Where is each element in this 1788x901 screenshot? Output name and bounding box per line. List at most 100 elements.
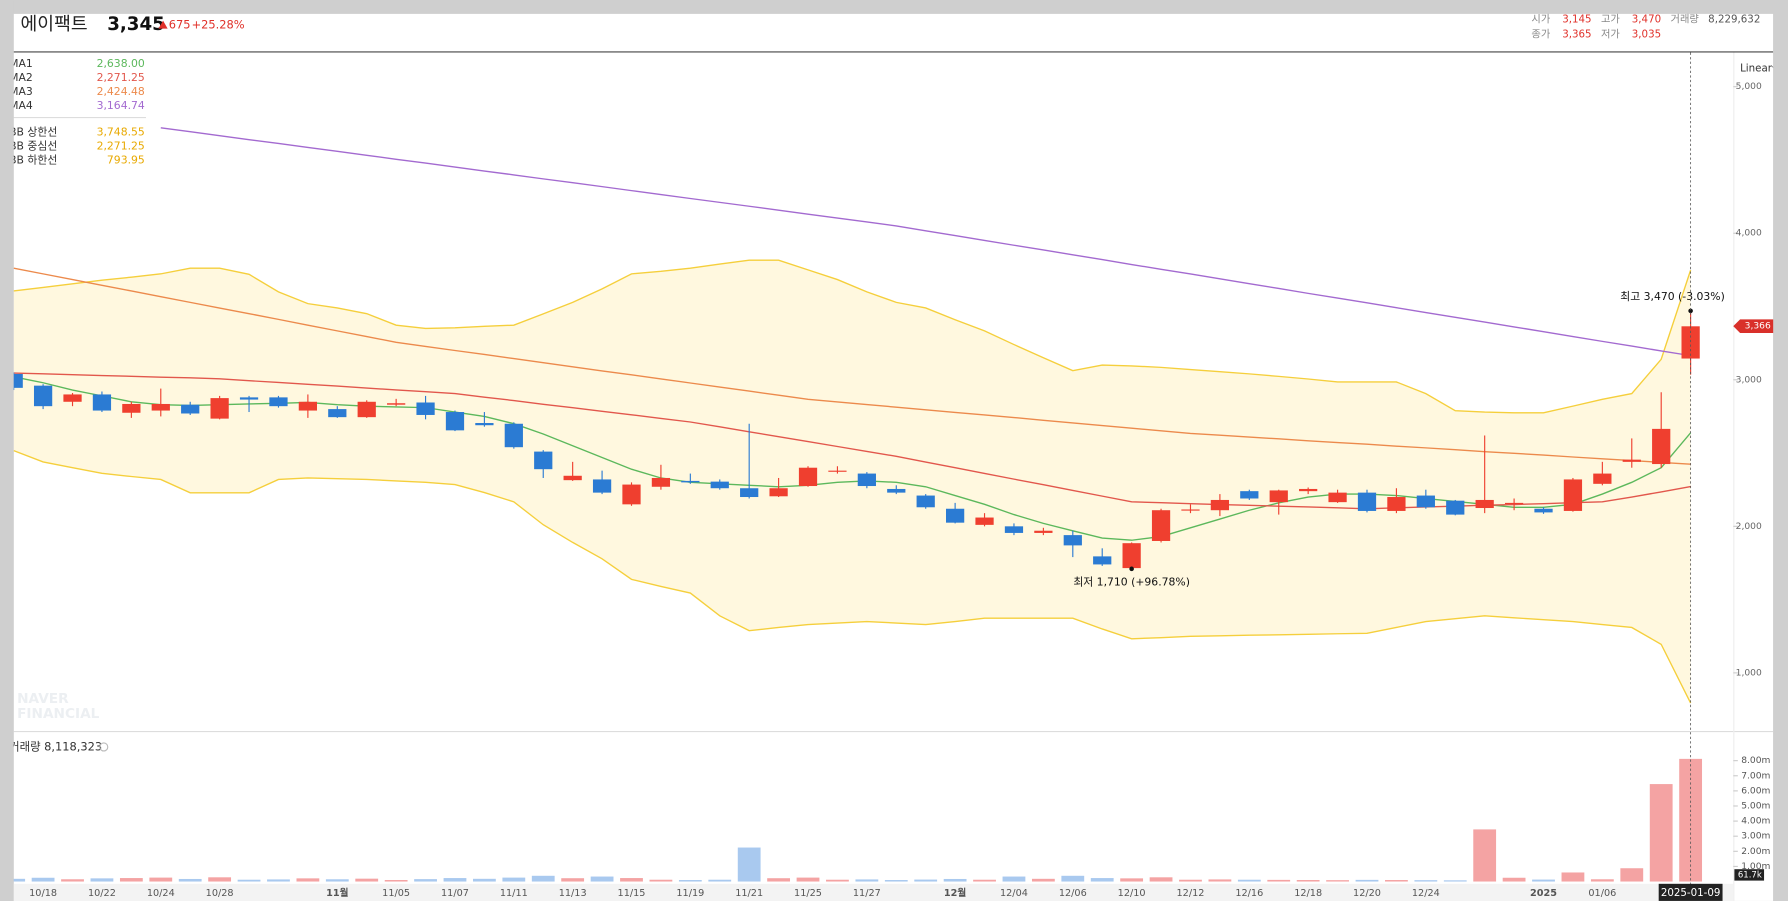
x-tick-label: 12/18	[1294, 888, 1322, 899]
candle-body	[740, 488, 759, 498]
volume-marker-label: 61.7k	[1738, 870, 1762, 880]
bb-lower	[13, 449, 1692, 704]
volume-bar	[1002, 876, 1026, 882]
volume-tick-label: 2.00m	[1741, 847, 1770, 857]
candle-body	[1063, 535, 1082, 546]
x-tick-label: 11/25	[794, 888, 822, 899]
low-dot	[1129, 566, 1134, 572]
candle-body	[504, 423, 523, 448]
candle-body	[269, 397, 288, 407]
volume-bar	[384, 880, 408, 882]
volume-bar	[472, 878, 496, 882]
x-tick-label: 11/11	[500, 888, 528, 899]
quote-value: 3,145	[1562, 13, 1591, 25]
volume-bar	[1561, 872, 1585, 882]
price-change: 675	[169, 18, 191, 32]
volume-bar	[1620, 868, 1644, 882]
candle-body	[592, 479, 612, 493]
high-dot	[1688, 308, 1693, 314]
ma-line	[160, 127, 1691, 357]
low-annotation: 최저 1,710 (+96.78%)	[1073, 576, 1190, 589]
candle-body	[475, 423, 494, 426]
ma-line	[13, 376, 1692, 541]
x-tick-label: 12/10	[1118, 888, 1146, 899]
volume-bar	[1532, 879, 1555, 882]
volume-bar	[61, 879, 84, 882]
candle-body	[975, 517, 994, 525]
candle-body	[1210, 499, 1230, 511]
quote-value: 3,365	[1562, 28, 1591, 40]
candle-body	[1034, 530, 1053, 533]
candle-body	[1416, 495, 1435, 508]
candle-body	[1652, 428, 1671, 465]
volume-bar	[649, 879, 673, 882]
candle-body	[445, 412, 465, 431]
legend-value: 3,748.55	[97, 125, 145, 138]
candle-body	[387, 403, 406, 405]
candle-body	[563, 475, 582, 481]
legend-value: 3,164.74	[97, 99, 145, 112]
candle-body	[887, 488, 906, 493]
volume-bar	[1267, 879, 1291, 882]
x-tick-label: 12/24	[1412, 888, 1440, 899]
legend-name: BB 중심선	[9, 139, 57, 152]
candle-body	[651, 477, 671, 487]
quote-value: 3,035	[1632, 28, 1661, 40]
candle-body	[210, 398, 229, 419]
y-tick-label: 2,000	[1736, 522, 1762, 532]
quote-label: 종가	[1531, 28, 1550, 40]
legend-value: 2,271.25	[97, 71, 145, 84]
volume-bar	[855, 879, 879, 882]
candle-body	[298, 401, 318, 411]
candle-body	[1475, 499, 1494, 509]
candle-body	[857, 473, 876, 487]
candle-body	[1563, 479, 1583, 511]
volume-bar	[737, 847, 761, 882]
volume-bar	[325, 879, 349, 882]
volume-bar	[1414, 880, 1438, 882]
candle-body	[945, 508, 965, 523]
volume-tick-label: 3.00m	[1741, 832, 1770, 842]
crosshair-price: 3,366	[1745, 322, 1771, 332]
volume-bar	[1649, 784, 1673, 882]
x-tick-label: 01/06	[1588, 888, 1616, 899]
candle-body	[1622, 459, 1641, 462]
y-tick-label: 1,000	[1736, 668, 1762, 678]
volume-tick-label: 4.00m	[1741, 817, 1770, 827]
candle-body	[1681, 326, 1700, 359]
candle-body	[1122, 543, 1141, 569]
candle-body	[1446, 500, 1465, 515]
x-tick-label: 10/28	[206, 888, 234, 899]
up-arrow	[158, 20, 168, 29]
volume-bar	[826, 879, 849, 882]
price-change-pct: +25.28%	[192, 18, 245, 32]
volume-bar	[914, 879, 938, 882]
legend-value: 2,271.25	[97, 139, 145, 152]
candle-body	[181, 404, 200, 414]
volume-bar	[208, 877, 232, 882]
stock-price: 3,345	[107, 14, 165, 35]
candle-body	[916, 495, 935, 508]
candle-body	[33, 385, 53, 407]
candle-body	[1181, 509, 1200, 511]
scale-mode[interactable]: Linear	[1740, 62, 1773, 74]
volume-bar	[1031, 878, 1055, 882]
volume-bar	[620, 878, 643, 882]
candle-body	[1328, 492, 1347, 503]
volume-bar	[149, 877, 173, 882]
candle-body	[357, 401, 376, 418]
volume-tick-label: 7.00m	[1741, 771, 1770, 781]
candle-body	[1093, 556, 1112, 565]
candle-body	[1534, 508, 1553, 513]
volume-bar	[1326, 880, 1349, 882]
candle-body	[1299, 488, 1318, 492]
legend-value: 793.95	[107, 153, 145, 166]
volume-bar	[708, 879, 732, 882]
volume-bar	[767, 878, 791, 882]
settings-icon[interactable]	[99, 742, 109, 752]
candle-body	[534, 451, 553, 470]
top-border	[0, 0, 1788, 14]
volume-bar	[561, 878, 585, 882]
